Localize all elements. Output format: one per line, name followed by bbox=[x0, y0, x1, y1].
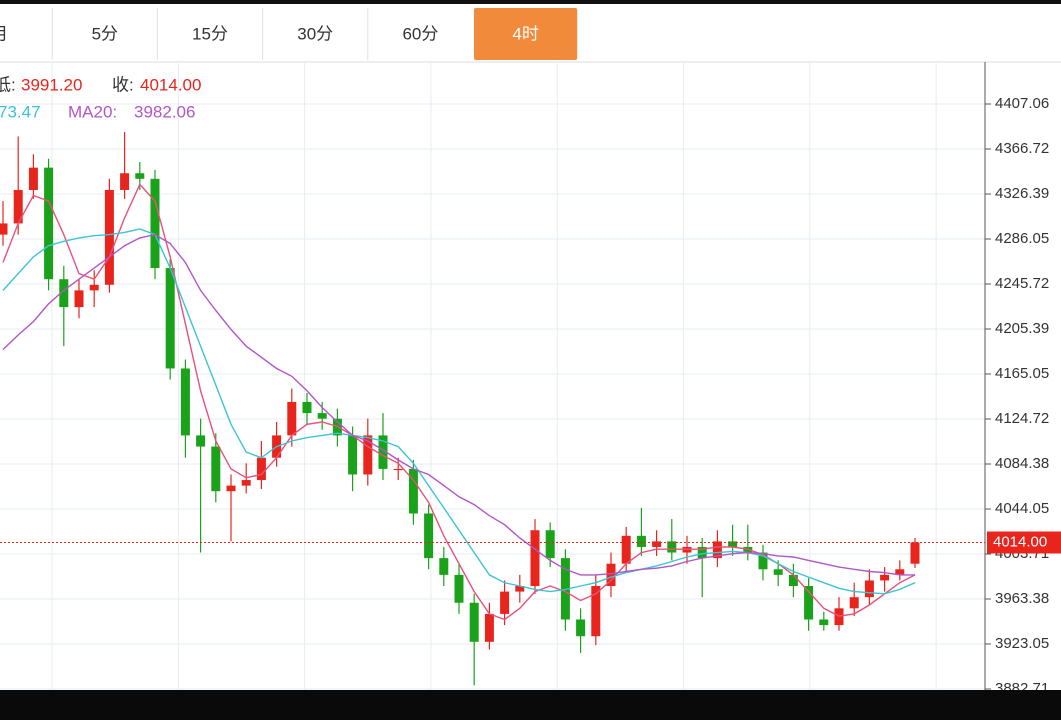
candle-body bbox=[59, 279, 69, 308]
y-tick-label: 4165.05 bbox=[995, 365, 1049, 382]
candle-body bbox=[804, 586, 814, 620]
candle-body bbox=[211, 446, 221, 492]
candle-body bbox=[180, 368, 190, 436]
candle-body bbox=[484, 613, 494, 642]
y-tick-label: 4245.72 bbox=[995, 275, 1049, 292]
candle-body bbox=[378, 435, 388, 469]
tab[interactable]: 4时 bbox=[474, 8, 578, 60]
candle-body bbox=[895, 569, 905, 575]
candle-body bbox=[545, 530, 555, 559]
candle-body bbox=[697, 546, 707, 559]
candle-body bbox=[226, 485, 236, 492]
candle-body bbox=[591, 586, 601, 637]
candle-body bbox=[165, 268, 175, 369]
candle-body bbox=[393, 468, 403, 471]
current-price-label: 4014.00 bbox=[993, 533, 1047, 550]
ma20-label: MA20: bbox=[68, 102, 117, 121]
top-strip bbox=[0, 0, 1061, 4]
tab[interactable]: 5分 bbox=[51, 8, 118, 60]
tab-label: 30分 bbox=[297, 24, 333, 43]
candle-body bbox=[348, 435, 358, 475]
candle-body bbox=[135, 173, 145, 179]
candle-body bbox=[317, 413, 327, 419]
candle-body bbox=[120, 173, 130, 190]
candle-body bbox=[439, 558, 449, 575]
ma20-value: 3982.06 bbox=[134, 102, 195, 121]
candle-body bbox=[819, 619, 829, 626]
candle-body bbox=[104, 189, 114, 285]
candle-body bbox=[910, 542, 920, 564]
candle-body bbox=[788, 574, 798, 587]
tab-label: 60分 bbox=[402, 24, 438, 43]
moving-average-line bbox=[2, 183, 916, 621]
y-tick-label: 4044.05 bbox=[995, 500, 1049, 517]
candle-body bbox=[773, 569, 783, 575]
tab-active-bg bbox=[474, 8, 578, 60]
candle-body bbox=[363, 435, 373, 475]
candle-body bbox=[530, 530, 540, 587]
tab[interactable]: 15分 bbox=[156, 8, 228, 60]
candle-body bbox=[241, 480, 251, 486]
info-bar: 低: 3991.20 收: 4014.00 73.47 MA20: 3982.0… bbox=[0, 75, 201, 121]
candle-body bbox=[196, 435, 206, 447]
candle-body bbox=[13, 189, 23, 224]
y-tick-label: 3923.05 bbox=[995, 635, 1049, 652]
candle-body bbox=[712, 541, 722, 559]
candle-body bbox=[500, 591, 510, 614]
candle-body bbox=[74, 290, 84, 308]
candle-body bbox=[44, 167, 54, 280]
candle-body bbox=[606, 563, 616, 587]
y-tick-label: 4366.72 bbox=[995, 140, 1049, 157]
low-label: 低: bbox=[0, 75, 16, 94]
y-tick-label: 4407.06 bbox=[995, 95, 1049, 112]
candle-body bbox=[150, 178, 160, 269]
bottom-bar bbox=[0, 690, 1061, 720]
candle-body bbox=[652, 541, 662, 547]
candle-body bbox=[576, 619, 586, 637]
candle-body bbox=[515, 586, 525, 592]
candle-body bbox=[636, 535, 646, 547]
candle-body bbox=[408, 468, 418, 514]
candle-body bbox=[621, 535, 631, 564]
tab-label: 5分 bbox=[92, 24, 118, 43]
close-value: 4014.00 bbox=[140, 75, 201, 94]
candle-body bbox=[0, 223, 8, 235]
vertical-grid bbox=[51, 62, 937, 690]
close-label: 收: bbox=[112, 75, 134, 94]
low-value: 3991.20 bbox=[21, 75, 82, 94]
candle-body bbox=[849, 597, 859, 609]
plot: 4407.06 4366.72 4326.39 4286.05 4245.72 4205.… bbox=[0, 62, 1061, 697]
tab-label: 月 bbox=[0, 24, 8, 43]
candle-body bbox=[89, 284, 99, 291]
candle-body bbox=[880, 574, 890, 581]
moving-average-line bbox=[2, 233, 915, 576]
ma10-value: 73.47 bbox=[0, 102, 41, 121]
candle-body bbox=[864, 580, 874, 598]
y-tick-label: 4124.72 bbox=[995, 410, 1049, 427]
tab-label: 4时 bbox=[512, 24, 538, 43]
tab[interactable]: 60分 bbox=[367, 8, 439, 60]
candle-body bbox=[302, 401, 312, 414]
y-tick-label: 3963.38 bbox=[995, 590, 1049, 607]
candle-body bbox=[667, 541, 677, 553]
candle-body bbox=[758, 552, 768, 570]
tab[interactable]: 月 bbox=[0, 24, 8, 43]
y-tick-label: 4326.39 bbox=[995, 185, 1049, 202]
candle-body bbox=[28, 167, 38, 190]
y-tick-label: 4084.38 bbox=[995, 455, 1049, 472]
tab-bar: 月 5分 15分 30分 60分 4时 bbox=[0, 8, 578, 60]
candle-body bbox=[728, 541, 738, 547]
current-price-box bbox=[987, 531, 1061, 554]
y-tick-label: 4286.05 bbox=[995, 230, 1049, 247]
tab[interactable]: 30分 bbox=[262, 8, 334, 60]
candle-body bbox=[454, 574, 464, 603]
candle-body bbox=[469, 602, 479, 642]
tab-label: 15分 bbox=[192, 24, 228, 43]
candle-body bbox=[256, 457, 266, 481]
candle-body bbox=[287, 401, 297, 436]
candle-body bbox=[424, 513, 434, 559]
y-tick-label: 4205.39 bbox=[995, 320, 1049, 337]
